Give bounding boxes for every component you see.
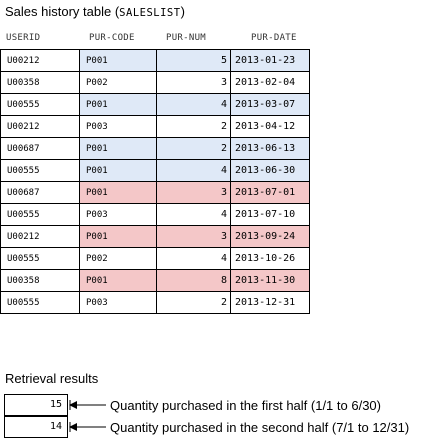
column-header-userid: USERID xyxy=(6,33,41,43)
column-header-pur-code: PUR-CODE xyxy=(89,33,135,43)
cell-pur-date: 2013-02-04 xyxy=(230,71,310,94)
cell-userid: U00358 xyxy=(0,269,80,292)
cell-pur-num: 2 xyxy=(156,115,231,138)
cell-pur-date: 2013-06-13 xyxy=(230,137,310,160)
cell-pur-num: 2 xyxy=(156,291,231,314)
table-row: U00555 P001 4 2013-06-30 xyxy=(0,159,310,182)
cell-pur-code: P001 xyxy=(79,49,157,72)
table-row: U00555 P002 4 2013-10-26 xyxy=(0,247,310,270)
second-half-result-label: Quantity purchased in the second half (7… xyxy=(110,420,410,435)
table-row: U00358 P001 8 2013-11-30 xyxy=(0,269,310,292)
cell-pur-date: 2013-07-10 xyxy=(230,203,310,226)
table-row: U00555 P001 4 2013-03-07 xyxy=(0,93,310,116)
cell-pur-date: 2013-12-31 xyxy=(230,291,310,314)
table-row: U00555 P003 2 2013-12-31 xyxy=(0,291,310,314)
cell-pur-date: 2013-09-24 xyxy=(230,225,310,248)
cell-pur-num: 3 xyxy=(156,181,231,204)
cell-userid: U00687 xyxy=(0,137,80,160)
cell-pur-code: P001 xyxy=(79,269,157,292)
cell-pur-num: 3 xyxy=(156,225,231,248)
cell-pur-num: 2 xyxy=(156,137,231,160)
table-row: U00687 P001 3 2013-07-01 xyxy=(0,181,310,204)
cell-pur-code: P003 xyxy=(79,115,157,138)
cell-pur-num: 4 xyxy=(156,203,231,226)
cell-pur-date: 2013-10-26 xyxy=(230,247,310,270)
retrieval-results-title: Retrieval results xyxy=(5,371,99,386)
cell-pur-num: 3 xyxy=(156,71,231,94)
sales-history-table: U00212 P001 5 2013-01-23 U00358 P002 3 2013-02-… xyxy=(0,49,310,314)
cell-pur-code: P002 xyxy=(79,247,157,270)
column-header-pur-date: PUR-DATE xyxy=(251,33,297,43)
cell-userid: U00687 xyxy=(0,181,80,204)
cell-pur-num: 8 xyxy=(156,269,231,292)
table-title: Sales history table (SALESLIST) xyxy=(5,4,185,19)
arrow-left-icon xyxy=(69,400,106,410)
first-half-result-label: Quantity purchased in the first half (1/… xyxy=(110,398,381,413)
cell-pur-date: 2013-11-30 xyxy=(230,269,310,292)
cell-pur-code: P001 xyxy=(79,93,157,116)
cell-pur-num: 5 xyxy=(156,49,231,72)
cell-pur-date: 2013-06-30 xyxy=(230,159,310,182)
second-half-result-box: 14 xyxy=(4,416,68,438)
cell-userid: U00555 xyxy=(0,93,80,116)
cell-pur-code: P003 xyxy=(79,203,157,226)
column-header-pur-num: PUR-NUM xyxy=(166,33,207,43)
cell-pur-code: P001 xyxy=(79,181,157,204)
cell-pur-num: 4 xyxy=(156,93,231,116)
cell-userid: U00212 xyxy=(0,49,80,72)
table-row: U00212 P003 2 2013-04-12 xyxy=(0,115,310,138)
table-name-code: SALESLIST xyxy=(119,7,181,19)
arrow-left-icon xyxy=(69,422,106,432)
table-title-text: Sales history table ( xyxy=(5,4,120,19)
cell-pur-code: P001 xyxy=(79,225,157,248)
first-half-result-box: 15 xyxy=(4,394,68,416)
sales-table-body: U00212 P001 5 2013-01-23 U00358 P002 3 2013-02-… xyxy=(0,49,310,314)
cell-pur-code: P001 xyxy=(79,159,157,182)
cell-userid: U00555 xyxy=(0,159,80,182)
cell-pur-num: 4 xyxy=(156,159,231,182)
cell-pur-code: P003 xyxy=(79,291,157,314)
table-title-close: ) xyxy=(180,4,185,19)
table-row: U00555 P003 4 2013-07-10 xyxy=(0,203,310,226)
cell-userid: U00358 xyxy=(0,71,80,94)
cell-pur-date: 2013-01-23 xyxy=(230,49,310,72)
cell-userid: U00555 xyxy=(0,203,80,226)
cell-pur-date: 2013-03-07 xyxy=(230,93,310,116)
cell-pur-date: 2013-04-12 xyxy=(230,115,310,138)
table-row: U00212 P001 3 2013-09-24 xyxy=(0,225,310,248)
cell-userid: U00212 xyxy=(0,115,80,138)
cell-pur-date: 2013-07-01 xyxy=(230,181,310,204)
cell-pur-num: 4 xyxy=(156,247,231,270)
cell-userid: U00555 xyxy=(0,247,80,270)
cell-pur-code: P002 xyxy=(79,71,157,94)
table-row: U00358 P002 3 2013-02-04 xyxy=(0,71,310,94)
cell-pur-code: P001 xyxy=(79,137,157,160)
cell-userid: U00555 xyxy=(0,291,80,314)
table-row: U00212 P001 5 2013-01-23 xyxy=(0,49,310,72)
cell-userid: U00212 xyxy=(0,225,80,248)
table-row: U00687 P001 2 2013-06-13 xyxy=(0,137,310,160)
